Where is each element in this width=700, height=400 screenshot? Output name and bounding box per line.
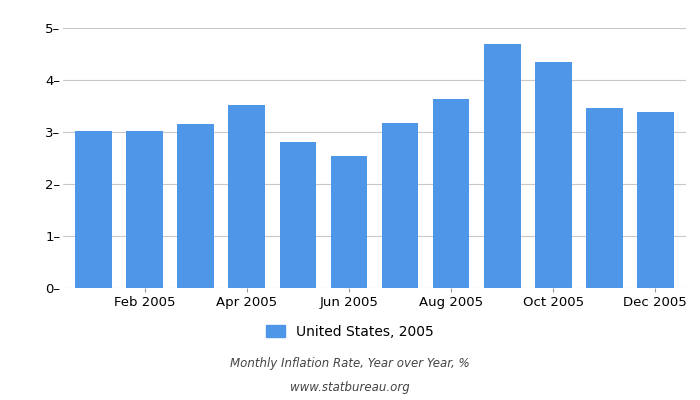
Bar <box>177 124 214 288</box>
Bar <box>126 132 163 288</box>
Bar <box>279 142 316 288</box>
Bar <box>586 108 623 288</box>
Bar <box>228 106 265 288</box>
Bar <box>76 132 112 288</box>
Bar <box>535 62 572 288</box>
Text: www.statbureau.org: www.statbureau.org <box>290 382 410 394</box>
Bar <box>484 44 521 288</box>
Bar <box>433 99 470 288</box>
Legend: United States, 2005: United States, 2005 <box>260 319 440 344</box>
Bar <box>637 112 673 288</box>
Bar <box>330 156 368 288</box>
Text: Monthly Inflation Rate, Year over Year, %: Monthly Inflation Rate, Year over Year, … <box>230 358 470 370</box>
Bar <box>382 123 419 288</box>
